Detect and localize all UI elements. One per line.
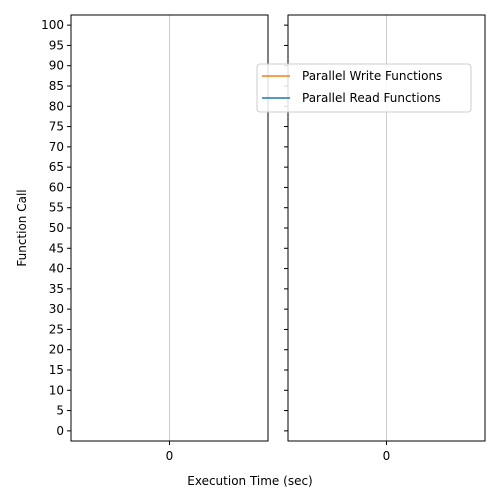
left-panel: 0 5 10 15 20 25 30 35 40 45 50 55 60 65 70 75 80 85 90 95 10… [41,14,269,463]
y-tick-label: 45 [49,241,64,255]
y-tick-label: 85 [49,79,64,93]
y-tick-label: 5 [56,404,64,418]
y-tick-label: 60 [49,180,64,194]
y-tick-label: 35 [49,282,64,296]
y-tick-label: 100 [41,18,64,32]
y-tick-label: 15 [49,363,64,377]
y-tick-label: 10 [49,383,64,397]
y-tick-label: 25 [49,322,64,336]
y-tick-label: 0 [56,424,64,438]
y-tick-label: 95 [49,38,64,52]
legend-box [256,63,472,113]
x-tick-label: 0 [383,449,391,463]
y-axis-label: Function Call [15,189,29,266]
y-tick-label: 65 [49,160,64,174]
y-tick-label: 80 [49,99,64,113]
y-tick-label: 40 [49,262,64,276]
y-tick-label: 55 [49,201,64,215]
x-tick-label: 0 [166,449,174,463]
legend: Parallel Write Functions Parallel Read Fu… [256,63,472,113]
y-tick-label: 30 [49,302,64,316]
x-axis-label: Execution Time (sec) [187,474,312,488]
y-tick-label: 20 [49,343,64,357]
legend-entry-label: Parallel Write Functions [302,69,442,83]
y-tick-label: 70 [49,140,64,154]
y-tick-label: 50 [49,221,64,235]
legend-entry-label: Parallel Read Functions [302,91,441,105]
y-tick-label: 75 [49,120,64,134]
y-tick-label: 90 [49,59,64,73]
